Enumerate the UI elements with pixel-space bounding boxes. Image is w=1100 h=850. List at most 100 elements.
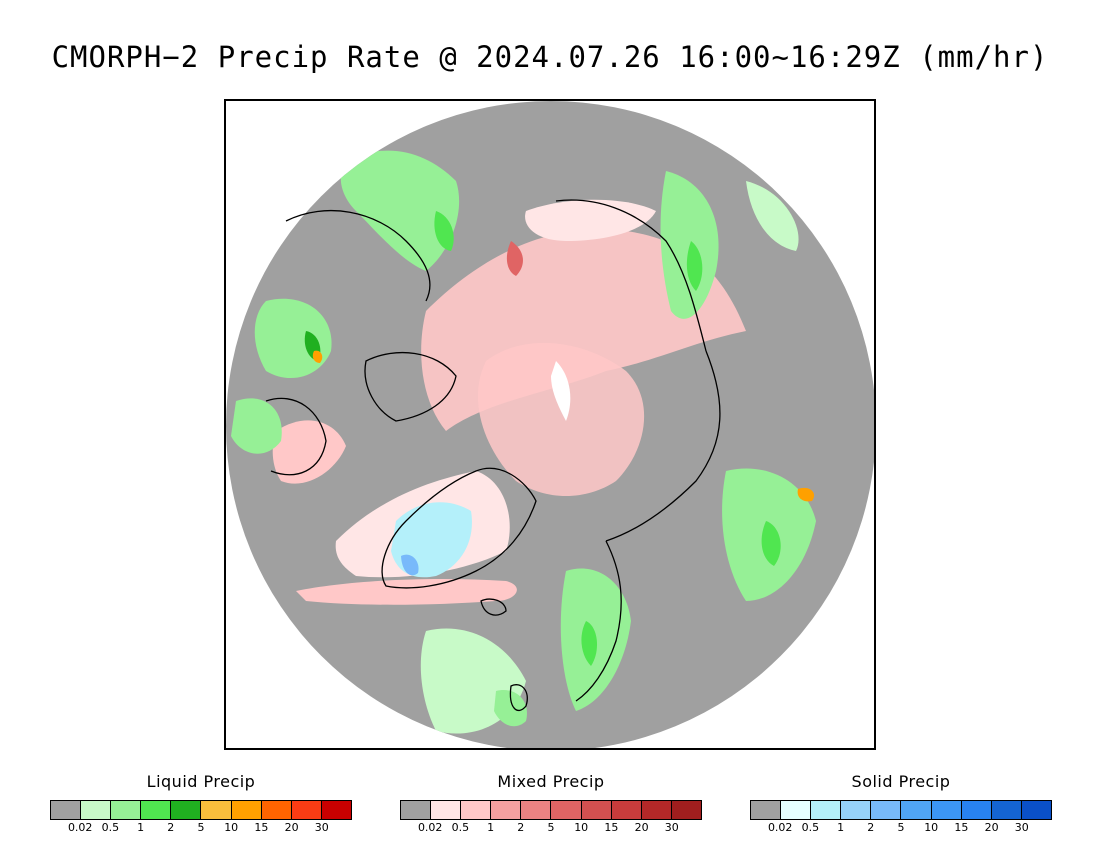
legend-liquid-ticks: 0.02 0.5 1 2 5 10 15 20 30 <box>50 821 352 835</box>
legend-tick-label: 0.02 <box>767 821 793 834</box>
legend-tick-label: 1 <box>837 821 845 834</box>
legend-tick-label: 5 <box>547 821 555 834</box>
coastlines <box>265 199 721 711</box>
legend-tick-label: 5 <box>197 821 205 834</box>
legend-swatch <box>841 801 872 819</box>
solid-precip-greenland-south <box>401 554 419 576</box>
liquid-precip-heavy-russia <box>797 487 815 502</box>
coast-siberia <box>555 199 707 352</box>
legend-tick-label: 10 <box>574 821 589 834</box>
legend-swatch <box>781 801 812 819</box>
liquid-precip-siberia-east <box>660 171 719 319</box>
legend-tick-label: 2 <box>167 821 175 834</box>
liquid-precip-uk <box>494 690 527 727</box>
legend-swatch <box>321 801 351 819</box>
legend-mixed-ticks: 0.02 0.5 1 2 5 10 15 20 30 <box>400 821 702 835</box>
legend-mixed-title: Mixed Precip <box>497 772 605 791</box>
legend-tick-label: 2 <box>867 821 875 834</box>
legend-tick-label: 20 <box>984 821 999 834</box>
coast-canadian-archipelago <box>364 351 457 422</box>
legend-swatch <box>901 801 932 819</box>
legend-swatch <box>671 801 701 819</box>
liquid-precip-russia-ne <box>746 181 799 251</box>
legend-swatch <box>111 801 142 819</box>
liquid-precip-alaska-core <box>434 211 454 251</box>
legend-tick-label: 0.5 <box>451 821 470 834</box>
legend-tick-label: 0.5 <box>101 821 120 834</box>
legend-liquid-title: Liquid Precip <box>146 772 256 791</box>
legend-tick-label: 2 <box>517 821 525 834</box>
legend-swatch <box>231 801 262 819</box>
coast-alaska <box>285 209 431 302</box>
legend-tick-label: 1 <box>487 821 495 834</box>
liquid-precip-hudson <box>231 398 282 454</box>
legend-swatch <box>611 801 642 819</box>
legend-liquid-bar <box>50 800 352 820</box>
mixed-precip-canada <box>272 420 346 484</box>
pole-data-gap <box>551 361 571 421</box>
legend-swatch <box>171 801 202 819</box>
legend-tick-label: 0.5 <box>801 821 820 834</box>
legend-tick-label: 30 <box>314 821 329 834</box>
liquid-precip-alaska <box>340 150 460 271</box>
legend-tick-label: 15 <box>604 821 619 834</box>
legend-tick-label: 15 <box>254 821 269 834</box>
mixed-precip-denmark-strait <box>296 579 517 605</box>
liquid-precip-scandinavia-core <box>581 621 598 666</box>
liquid-precip-russia-core <box>761 521 781 566</box>
legend-mixed: Mixed Precip 0.02 0.5 1 2 5 10 15 20 30 <box>400 772 702 835</box>
legend-swatch <box>291 801 322 819</box>
mixed-precip-pole <box>477 342 645 496</box>
legend-tick-label: 5 <box>897 821 905 834</box>
coast-uk <box>509 684 528 711</box>
legend-swatch <box>641 801 672 819</box>
legend-solid-ticks: 0.02 0.5 1 2 5 10 15 20 30 <box>750 821 1052 835</box>
legend-solid: Solid Precip 0.02 0.5 1 2 5 10 15 20 30 <box>750 772 1052 835</box>
legend-swatch <box>431 801 462 819</box>
coast-hudson-bay <box>265 397 327 476</box>
legend-tick-label: 1 <box>137 821 145 834</box>
legend-mixed-bar <box>400 800 702 820</box>
legend-liquid: Liquid Precip 0.02 0.5 1 2 5 10 15 20 30 <box>50 772 352 835</box>
legend-tick-label: 20 <box>284 821 299 834</box>
polar-precip-map <box>226 101 874 748</box>
coast-scandinavia <box>575 540 622 702</box>
legend-swatch <box>1021 801 1051 819</box>
polar-map-frame <box>224 99 876 750</box>
legend-swatch <box>871 801 902 819</box>
mixed-precip-streak <box>506 241 523 276</box>
legend-swatch <box>521 801 552 819</box>
legend-swatch <box>811 801 842 819</box>
legend-tick-label: 15 <box>954 821 969 834</box>
legend-swatch <box>261 801 292 819</box>
legend-swatch <box>961 801 992 819</box>
coast-russia-north <box>605 350 721 542</box>
legend-swatch <box>581 801 612 819</box>
legend-tick-label: 30 <box>664 821 679 834</box>
legend-solid-bar <box>750 800 1052 820</box>
legend-tick-label: 20 <box>634 821 649 834</box>
legend-swatch <box>81 801 112 819</box>
legend-swatch <box>461 801 492 819</box>
legend-tick-label: 10 <box>924 821 939 834</box>
legend-tick-label: 30 <box>1014 821 1029 834</box>
legend-swatch <box>751 801 782 819</box>
legend-tick-label: 10 <box>224 821 239 834</box>
legend-solid-title: Solid Precip <box>851 772 951 791</box>
legend-swatch <box>201 801 232 819</box>
legend-swatch <box>51 801 82 819</box>
coast-iceland <box>480 598 507 616</box>
legend-tick-label: 0.02 <box>67 821 93 834</box>
coast-greenland <box>381 467 537 589</box>
legend-swatch <box>991 801 1022 819</box>
liquid-precip-siberia-core <box>686 241 703 291</box>
legend-swatch <box>401 801 432 819</box>
legend-swatch <box>551 801 582 819</box>
legend-tick-label: 0.02 <box>417 821 443 834</box>
liquid-precip-heavy-canada <box>312 350 323 363</box>
legend-swatch <box>491 801 522 819</box>
legend-swatch <box>141 801 172 819</box>
legend-swatch <box>931 801 962 819</box>
map-title: CMORPH−2 Precip Rate @ 2024.07.26 16:00~… <box>51 40 1049 74</box>
mixed-precip-east-siberia <box>525 199 656 241</box>
